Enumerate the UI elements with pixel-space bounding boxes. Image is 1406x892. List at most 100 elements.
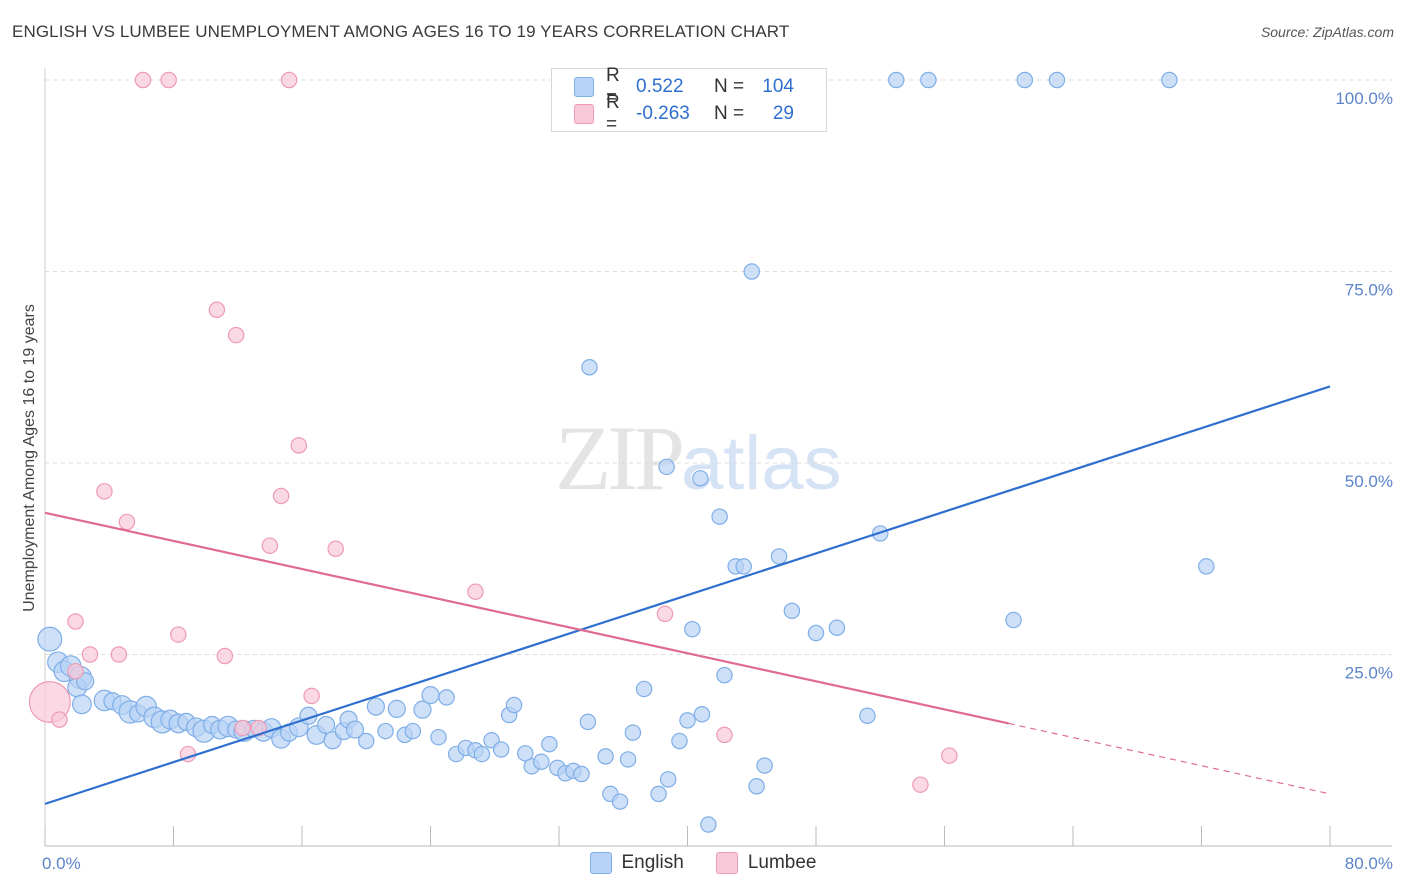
lumbee-point [234,719,251,737]
english-point [920,71,937,89]
english-point [807,624,825,642]
english-point [316,715,336,735]
english-point [658,458,675,476]
english-point [671,732,688,750]
english-point [735,558,752,575]
lumbee-point [716,726,733,744]
english-point [624,724,642,741]
english-point [659,771,677,788]
english-point [716,666,733,684]
lumbee-swatch [574,104,594,124]
lumbee-point [261,537,279,554]
english-swatch [589,852,612,874]
english-point [387,699,406,718]
lumbee-point [656,605,674,623]
english-point [635,680,653,698]
legend-label-english: English [621,852,684,873]
english-point [650,785,667,803]
english-point [358,732,375,750]
english-point [533,753,550,770]
english-point [770,548,788,565]
english-point [748,778,765,795]
english-point [1161,71,1178,89]
lumbee-point [134,71,152,89]
lumbee-point [290,437,308,454]
lumbee-point [467,583,484,600]
source-label: Source: ZipAtlas.com [1260,24,1394,40]
x-tick-label: 0.0% [42,854,81,873]
lumbee-trend-extension [1008,722,1331,795]
lumbee-point [227,326,245,344]
english-point [1005,611,1022,629]
english-point [684,620,701,638]
n-value: 29 [772,103,794,124]
english-point [421,685,440,705]
english-point [711,508,728,525]
legend-item-lumbee[interactable]: Lumbee [715,852,817,874]
lumbee-swatch [715,852,738,874]
lumbee-trend-line [44,511,1009,725]
english-point [579,713,597,731]
legend-item-english[interactable]: English [589,852,684,874]
english-point [37,626,63,652]
legend-row-lumbee: R = -0.263 N = 29 [574,92,794,135]
lumbee-point [51,711,68,728]
y-tick-label: 100.0% [1335,89,1393,108]
series-legend: English Lumbee [0,852,1406,874]
english-point [1048,71,1066,89]
english-point [581,359,598,376]
n-value: 104 [762,76,794,97]
english-point [505,696,523,714]
english-point [888,71,905,89]
correlation-legend: R = 0.522 N = 104 R = -0.263 N = 29 [551,65,827,135]
english-point [597,748,614,765]
english-point [619,751,637,768]
lumbee-point [170,626,187,643]
english-point [377,722,394,740]
english-trend-line [44,385,1331,805]
english-point [438,689,455,706]
y-tick-label: 50.0% [1345,472,1393,491]
tick-labels: 25.0% 50.0% 75.0% 100.0% 0.0% 80.0% [42,89,1393,873]
r-value: -0.263 [636,103,690,124]
lumbee-point [216,647,234,665]
y-tick-label: 75.0% [1345,281,1393,300]
english-point [679,712,696,729]
n-label: N = [714,76,745,97]
english-point [404,722,422,740]
english-point [430,728,447,746]
english-point [573,765,590,783]
y-axis-label: Unemployment Among Ages 16 to 19 years [21,304,38,612]
english-point [743,263,760,280]
n-label: N = [714,103,745,124]
grid-lines [45,79,1392,655]
english-point [473,745,491,763]
english-point [517,745,534,762]
lumbee-point [160,71,177,89]
lumbee-point [912,776,929,793]
english-point [366,697,385,716]
english-point [1198,558,1215,575]
english-point [700,816,717,833]
legend-label-lumbee: Lumbee [747,852,817,873]
english-point [71,694,92,715]
english-point [783,602,801,620]
english-point [345,720,365,739]
lumbee-point [327,540,344,558]
lumbee-point [96,483,113,500]
english-point [492,741,510,758]
lumbee-point [941,747,958,764]
watermark-zip: ZIP [555,407,685,509]
english-point [413,700,432,719]
lumbee-point [280,71,298,89]
lumbee-points [28,71,958,793]
r-value: 0.522 [636,76,684,97]
legend-row-english: R = 0.522 N = 104 [574,65,794,108]
english-point [756,757,773,774]
lumbee-point [272,487,290,505]
r-label: R = [606,65,620,108]
english-point [693,705,711,723]
lumbee-point [110,646,128,663]
lumbee-point [208,301,226,319]
english-point [828,619,846,636]
